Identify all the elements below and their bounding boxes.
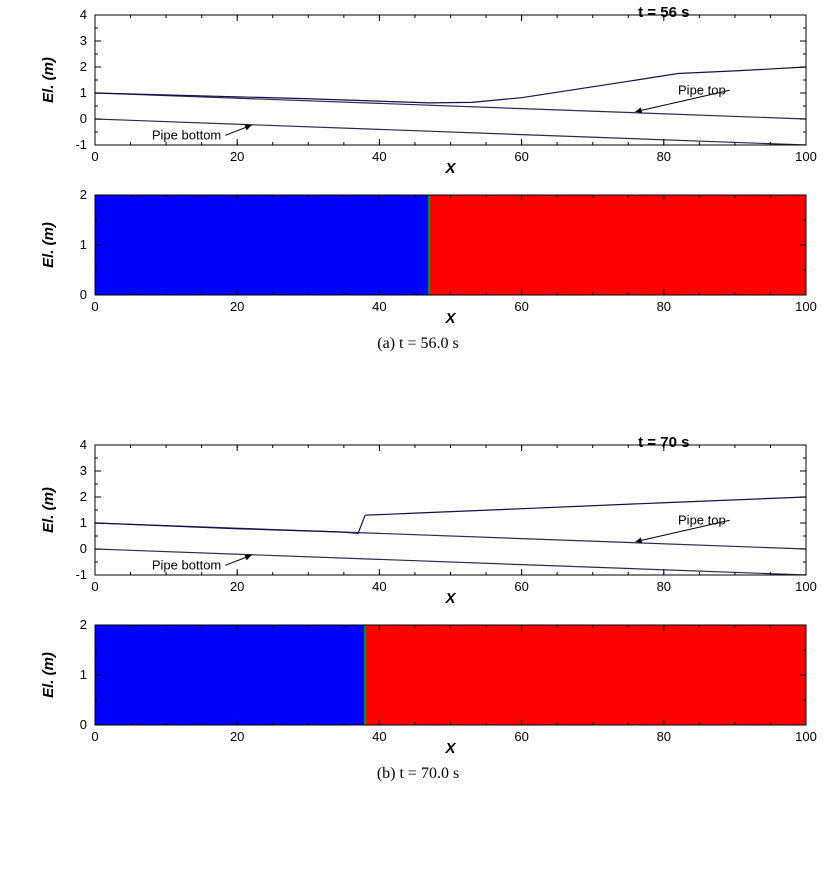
svg-text:0: 0 — [80, 111, 87, 126]
svg-text:0: 0 — [91, 299, 98, 314]
figure-wrap: 020406080100-101234XEl. (m)t = 56 sPipe … — [0, 0, 836, 873]
phase-color-chart: 0 20 40 60 80 100 0 1 2 X El. (m) — [0, 190, 836, 325]
elevation-line-chart: 0 20 40 60 80 100 -1 0 1 2 3 4 X El. (m) t = 70 s Pipe … — [0, 435, 836, 605]
blue-region — [95, 625, 365, 725]
svg-text:2: 2 — [80, 59, 87, 74]
red-region — [365, 625, 806, 725]
svg-text:60: 60 — [514, 579, 528, 594]
svg-text:20: 20 — [230, 299, 244, 314]
svg-text:2: 2 — [80, 620, 87, 632]
svg-text:2: 2 — [80, 190, 87, 202]
svg-text:-1: -1 — [75, 137, 87, 152]
elevation-line-chart: 0 20 40 60 80 100 -1 0 1 2 3 4 X El. (m) t = 56 s Pipe … — [0, 5, 836, 175]
svg-text:20: 20 — [230, 579, 244, 594]
svg-text:0: 0 — [91, 149, 98, 164]
pipe-bottom-annot: Pipe bottom — [152, 127, 221, 142]
svg-text:0: 0 — [91, 729, 98, 744]
svg-text:4: 4 — [80, 437, 87, 452]
svg-text:40: 40 — [372, 729, 386, 744]
svg-text:60: 60 — [514, 149, 528, 164]
pipe-top-annot: Pipe top — [678, 512, 726, 527]
blue-region — [95, 195, 429, 295]
svg-text:1: 1 — [80, 667, 87, 682]
svg-text:80: 80 — [657, 299, 671, 314]
svg-text:100: 100 — [795, 579, 817, 594]
svg-text:100: 100 — [795, 149, 817, 164]
time-label: t = 56 s — [638, 5, 689, 21]
red-region — [429, 195, 806, 295]
svg-text:X: X — [444, 590, 456, 605]
svg-text:100: 100 — [795, 729, 817, 744]
svg-text:20: 20 — [230, 149, 244, 164]
svg-text:3: 3 — [80, 33, 87, 48]
svg-text:El. (m): El. (m) — [40, 652, 57, 698]
svg-text:X: X — [444, 740, 456, 755]
svg-text:40: 40 — [372, 579, 386, 594]
svg-text:80: 80 — [657, 579, 671, 594]
pipe-top-annot: Pipe top — [678, 82, 726, 97]
svg-text:100: 100 — [795, 299, 817, 314]
svg-text:X: X — [444, 310, 456, 325]
subplot-caption: (b) t = 70.0 s — [0, 765, 836, 783]
svg-text:40: 40 — [372, 149, 386, 164]
svg-text:4: 4 — [80, 7, 87, 22]
svg-text:1: 1 — [80, 515, 87, 530]
svg-text:X: X — [444, 160, 456, 175]
svg-text:1: 1 — [80, 85, 87, 100]
svg-text:20: 20 — [230, 729, 244, 744]
svg-text:80: 80 — [657, 729, 671, 744]
svg-text:El. (m): El. (m) — [40, 57, 57, 103]
svg-text:El. (m): El. (m) — [40, 487, 57, 533]
time-label: t = 70 s — [638, 435, 689, 451]
svg-text:80: 80 — [657, 149, 671, 164]
svg-text:0: 0 — [80, 541, 87, 556]
svg-text:1: 1 — [80, 237, 87, 252]
svg-text:60: 60 — [514, 299, 528, 314]
svg-text:0: 0 — [80, 287, 87, 302]
svg-text:40: 40 — [372, 299, 386, 314]
svg-text:-1: -1 — [75, 567, 87, 582]
svg-text:2: 2 — [80, 489, 87, 504]
svg-text:0: 0 — [80, 717, 87, 732]
svg-text:0: 0 — [91, 579, 98, 594]
svg-text:60: 60 — [514, 729, 528, 744]
subplot-caption: (a) t = 56.0 s — [0, 335, 836, 353]
pipe-bottom-annot: Pipe bottom — [152, 557, 221, 572]
svg-text:3: 3 — [80, 463, 87, 478]
svg-text:El. (m): El. (m) — [40, 222, 57, 268]
phase-color-chart: 0 20 40 60 80 100 0 1 2 X El. (m) — [0, 620, 836, 755]
